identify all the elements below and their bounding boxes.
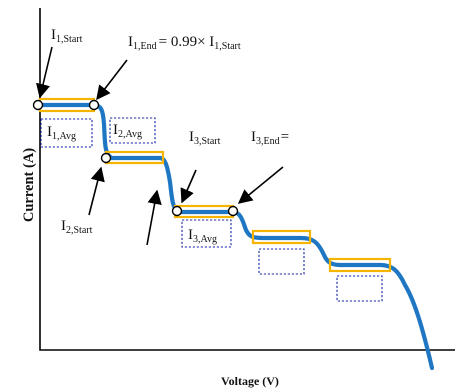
label-i2-start: I2,Start: [61, 218, 93, 236]
arrow-i2-start: [88, 166, 105, 216]
avg-box-5: [336, 275, 383, 302]
arrow-i1-end: [96, 59, 128, 101]
avg-box-4: [258, 248, 305, 275]
label-i1-avg: I1,Avg: [47, 124, 76, 142]
arrow-i3-start: [180, 169, 197, 204]
label-i3-start: I3,Start: [189, 129, 221, 147]
i2-start-marker: [100, 152, 112, 164]
avg-box-3: [181, 219, 232, 248]
label-i1-end: I1,End = 0.99× I1,Start: [128, 34, 241, 52]
plateau-box-4: [251, 229, 312, 245]
label-i3-end: I3,End=: [251, 129, 289, 147]
i1-start-marker: [32, 99, 44, 111]
label-i2-avg: I2,Avg: [113, 122, 142, 140]
y-axis-label: Current (A): [21, 148, 37, 222]
avg-box-2: [109, 117, 156, 144]
i3-end-marker: [227, 205, 239, 217]
plateau-box-5: [328, 257, 392, 273]
label-i3-avg: I3,Avg: [188, 227, 217, 245]
avg-box-1: [40, 118, 93, 148]
i3-start-marker: [171, 205, 183, 217]
plot-frame: [39, 8, 455, 351]
i1-end-marker: [88, 99, 100, 111]
x-axis-label: Voltage (V): [221, 374, 279, 388]
label-i1-start: I1,Start: [51, 27, 83, 45]
iv-curve: [35, 102, 435, 371]
arrow-unlabeled: [146, 189, 162, 246]
arrow-i1-start: [36, 46, 53, 99]
arrow-i3-end: [237, 166, 284, 204]
